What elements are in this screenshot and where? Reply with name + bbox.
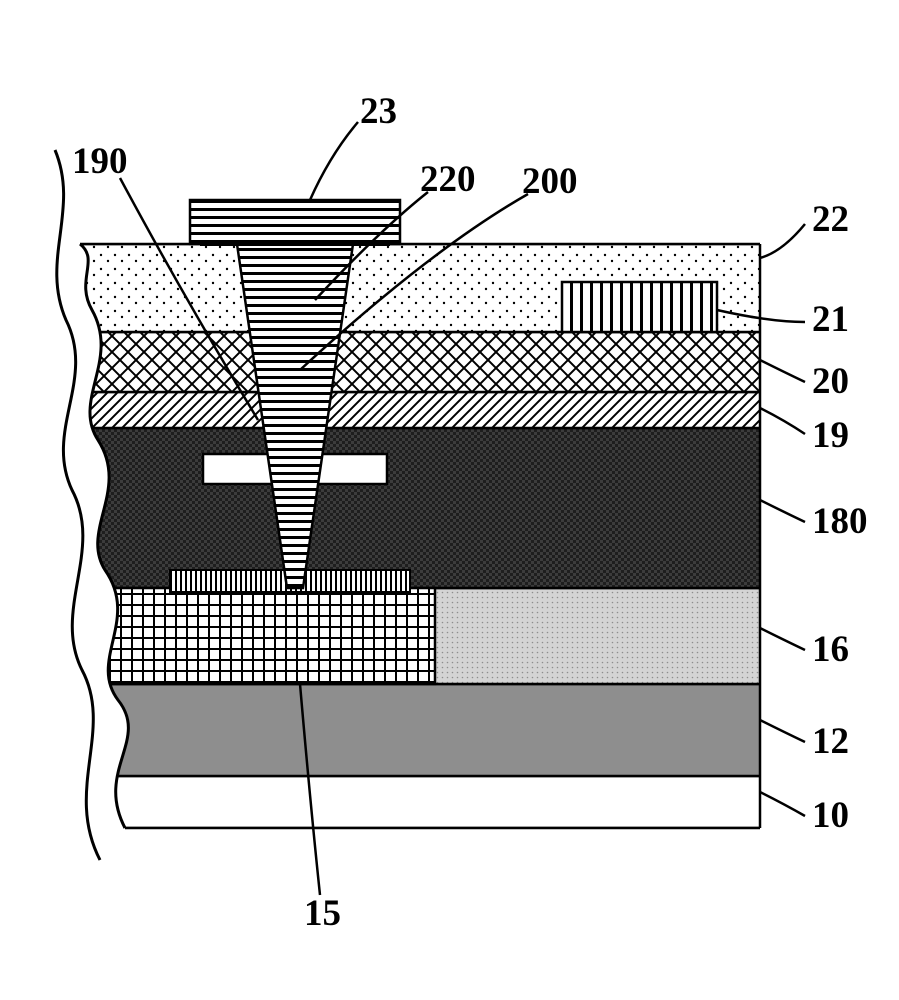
layer-10 — [60, 776, 770, 828]
label-12: 12 — [812, 720, 849, 763]
layer-19 — [60, 392, 770, 428]
label-19: 19 — [812, 414, 849, 457]
diagram-canvas: 23 190 220 200 22 21 20 19 180 16 12 10 … — [0, 0, 899, 1000]
label-16: 16 — [812, 628, 849, 671]
label-220: 220 — [420, 158, 476, 201]
layer-20 — [60, 332, 770, 392]
label-180: 180 — [812, 500, 868, 543]
label-20: 20 — [812, 360, 849, 403]
layer-12 — [60, 684, 770, 776]
label-190: 190 — [72, 140, 128, 183]
label-15: 15 — [304, 892, 341, 935]
label-22: 22 — [812, 198, 849, 241]
region-21 — [562, 282, 717, 332]
layer-180 — [60, 428, 770, 588]
region-23 — [190, 200, 400, 244]
label-10: 10 — [812, 794, 849, 837]
layer-stack — [60, 244, 770, 828]
label-23: 23 — [360, 90, 397, 133]
label-200: 200 — [522, 160, 578, 203]
label-21: 21 — [812, 298, 849, 341]
diagram-svg — [0, 0, 899, 1000]
